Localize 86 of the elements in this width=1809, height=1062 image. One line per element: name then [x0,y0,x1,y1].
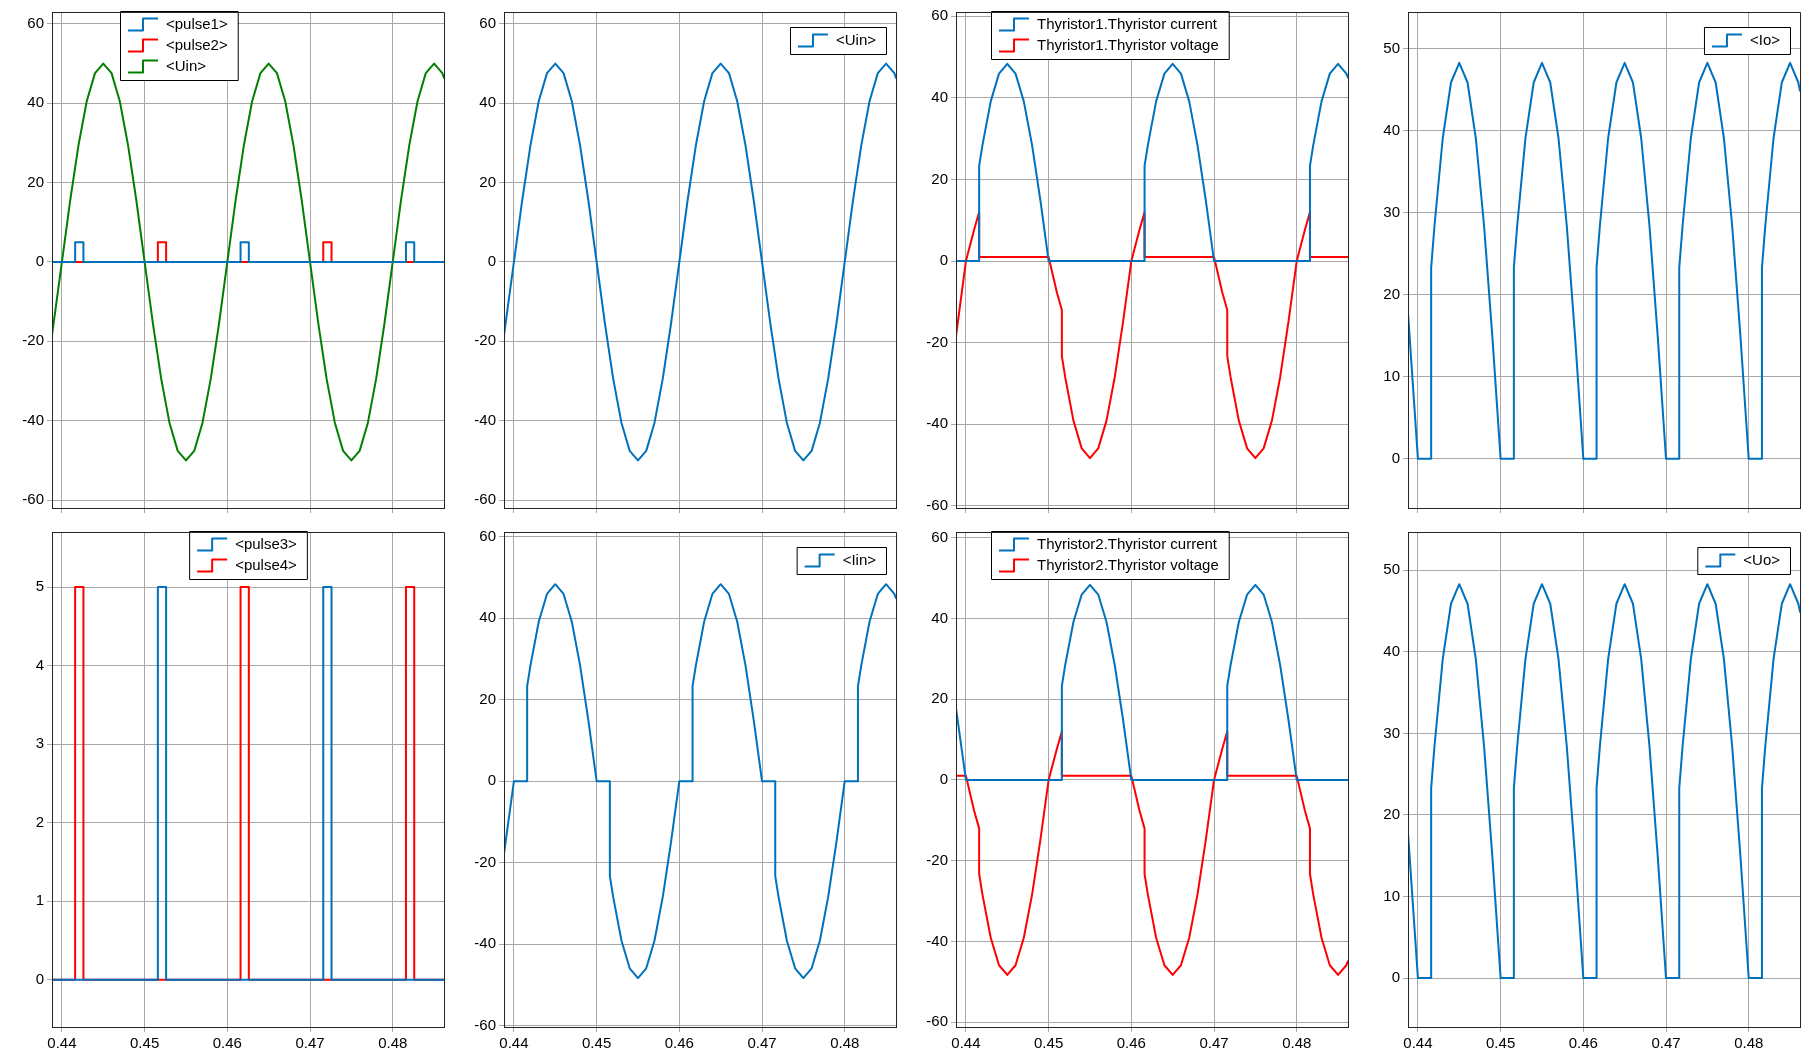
y-tick-label: 20 [1383,284,1400,302]
y-tick-label: 40 [479,608,496,626]
y-tick-label: -60 [926,496,948,514]
x-tick-label: 0.47 [747,1034,777,1052]
y-tick-label: 10 [1383,886,1400,904]
y-tick-label: 30 [1383,203,1400,220]
x-tick-label: 0.48 [378,1034,408,1052]
y-tick-label: -40 [22,410,44,428]
legend-label: <pulse3> [235,534,298,552]
y-tick-label: -20 [926,332,948,350]
y-tick-label: 50 [1383,39,1400,57]
y-tick-label: -40 [926,414,948,432]
x-tick-label: 0.45 [130,1034,160,1052]
y-tick-label: 0 [1391,968,1400,986]
y-tick-label: 0 [939,770,948,788]
y-tick-label: 1 [35,891,44,909]
y-tick-label: 20 [479,172,496,190]
y-tick-label: 30 [1383,723,1400,741]
y-tick-label: 60 [931,527,948,545]
y-tick-label: -20 [22,331,44,349]
y-tick-label: -20 [474,331,496,349]
x-tick-label: 0.44 [951,1034,981,1052]
y-tick-label: 40 [931,87,948,105]
x-tick-label: 0.47 [295,1034,325,1052]
x-tick-label: 0.45 [1034,1034,1064,1052]
y-tick-label: 50 [1383,560,1400,578]
x-tick-label: 0.48 [830,1034,860,1052]
x-tick-label: 0.45 [1486,1034,1516,1052]
y-tick-label: 40 [931,608,948,626]
y-tick-label: 60 [931,6,948,24]
y-tick-label: 20 [1383,805,1400,823]
legend-label: Thyristor2.Thyristor current [1037,534,1218,552]
y-tick-label: -60 [926,1012,948,1030]
y-tick-label: 40 [479,93,496,111]
y-tick-label: 40 [27,93,44,111]
y-tick-label: -40 [926,931,948,949]
x-tick-label: 0.44 [1403,1034,1433,1052]
x-tick-label: 0.44 [47,1034,77,1052]
x-tick-label: 0.46 [1568,1034,1598,1052]
x-tick-label: 0.48 [1282,1034,1312,1052]
legend-label: <Uin> [166,56,207,74]
y-tick-label: -40 [474,410,496,428]
legend-label: <Uin> [835,30,877,48]
x-tick-label: 0.46 [1116,1034,1146,1052]
y-tick-label: 20 [27,172,44,190]
y-tick-label: 10 [1383,366,1400,384]
y-tick-label: 0 [939,251,948,269]
y-tick-label: 20 [931,169,948,187]
x-tick-label: 0.46 [664,1034,694,1052]
legend-label: <pulse4> [235,555,298,573]
legend-label: Thyristor2.Thyristor voltage [1037,555,1219,573]
y-tick-label: -20 [926,850,948,868]
y-tick-label: 4 [35,655,44,673]
y-tick-label: 0 [35,970,44,987]
y-tick-label: 5 [35,577,44,595]
y-tick-label: 0 [487,771,496,789]
y-tick-label: 0 [35,252,44,270]
y-tick-label: 20 [479,689,496,707]
x-tick-label: 0.47 [1199,1034,1229,1052]
x-tick-label: 0.44 [499,1034,529,1052]
legend-label: <pulse1> [166,14,228,32]
y-tick-label: 20 [931,689,948,707]
x-tick-label: 0.48 [1734,1034,1764,1052]
y-tick-label: 60 [479,14,496,32]
y-tick-label: 60 [27,14,44,32]
x-tick-label: 0.47 [1651,1034,1681,1052]
legend-label: <Io> [1749,30,1781,48]
y-tick-label: 40 [1383,121,1400,139]
legend-label: Thyristor1.Thyristor current [1037,14,1218,32]
y-tick-label: 40 [1383,642,1400,660]
y-tick-label: -40 [474,934,496,952]
y-tick-label: 0 [487,252,496,270]
y-tick-label: 2 [35,812,44,830]
y-tick-label: -60 [22,490,44,508]
x-tick-label: 0.46 [212,1034,242,1052]
legend-label: <Iin> [842,550,877,568]
x-tick-label: 0.45 [582,1034,612,1052]
legend-label: <pulse2> [166,35,228,53]
y-tick-label: 60 [479,526,496,544]
y-tick-label: -60 [474,490,496,508]
y-tick-label: 0 [1391,448,1400,466]
y-tick-label: -60 [474,1015,496,1033]
legend-label: <Uo> [1743,550,1781,568]
legend-label: Thyristor1.Thyristor voltage [1037,35,1219,53]
y-tick-label: -20 [474,852,496,870]
y-tick-label: 3 [35,734,44,752]
